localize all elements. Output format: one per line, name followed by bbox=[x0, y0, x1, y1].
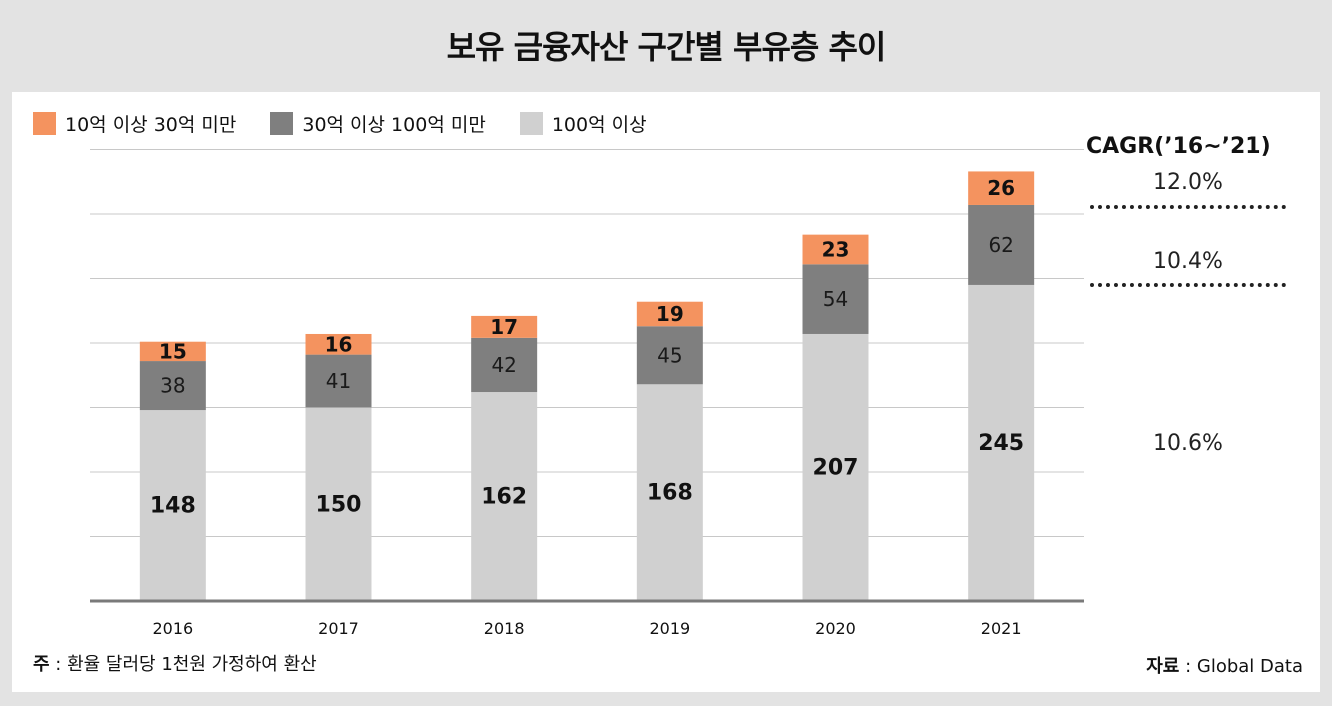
data-label: 45 bbox=[657, 343, 682, 367]
data-label: 54 bbox=[823, 287, 848, 311]
bar-segment bbox=[636, 301, 703, 327]
bar-segment bbox=[802, 234, 869, 265]
bar-segment bbox=[305, 333, 372, 355]
x-tick-label: 2016 bbox=[152, 619, 193, 638]
footnote: 주 : 환율 달러당 1천원 가정하여 환산 bbox=[33, 650, 317, 676]
bar-segment bbox=[471, 315, 538, 338]
x-tick-label: 2017 bbox=[318, 619, 359, 638]
bar-segment bbox=[968, 284, 1035, 601]
legend-swatch-small bbox=[33, 111, 56, 135]
data-label: 162 bbox=[481, 485, 527, 510]
x-tick-label: 2020 bbox=[815, 619, 856, 638]
bar-segment bbox=[636, 326, 703, 385]
data-label: 168 bbox=[647, 481, 693, 506]
source-label: 자료 bbox=[1146, 656, 1180, 677]
source-text: : Global Data bbox=[1179, 656, 1303, 677]
bar-segment bbox=[802, 264, 869, 334]
bar-segment bbox=[471, 392, 538, 601]
bar-segment bbox=[802, 333, 869, 601]
data-label: 62 bbox=[988, 233, 1013, 257]
cagr-value-large: 10.6% bbox=[1153, 431, 1223, 456]
bar-segment bbox=[139, 341, 206, 362]
data-label: 16 bbox=[325, 332, 353, 356]
bar-segment bbox=[636, 384, 703, 601]
data-label: 207 bbox=[813, 455, 859, 480]
data-label: 42 bbox=[491, 353, 516, 377]
legend-label-large: 100억 이상 bbox=[551, 113, 647, 136]
bar-segment bbox=[471, 337, 538, 393]
source-note: 자료 : Global Data bbox=[1146, 652, 1303, 678]
bar-segment bbox=[968, 204, 1035, 285]
data-label: 19 bbox=[656, 302, 684, 326]
data-label: 150 bbox=[316, 492, 362, 517]
data-label: 245 bbox=[978, 431, 1024, 456]
footnote-text: : 환율 달러당 1천원 가정하여 환산 bbox=[49, 654, 317, 675]
data-label: 23 bbox=[822, 237, 850, 261]
data-label: 15 bbox=[159, 339, 187, 363]
data-label: 148 bbox=[150, 494, 196, 519]
cagr-separator bbox=[1090, 205, 1286, 209]
bar-segment bbox=[305, 407, 372, 601]
x-tick-label: 2018 bbox=[484, 619, 525, 638]
data-label: 41 bbox=[326, 369, 351, 393]
cagr-value-mid: 10.4% bbox=[1153, 249, 1223, 274]
chart-title: 보유 금융자산 구간별 부유층 추이 bbox=[446, 28, 887, 66]
legend: 10억 이상 30억 미만 30억 이상 100억 미만 100억 이상 bbox=[33, 110, 681, 136]
legend-label-mid: 30억 이상 100억 미만 bbox=[302, 113, 486, 136]
data-label: 17 bbox=[490, 315, 518, 339]
x-tick-label: 2021 bbox=[981, 619, 1022, 638]
legend-swatch-large bbox=[519, 111, 543, 135]
bar-segment bbox=[305, 354, 372, 408]
legend-item-mid: 30억 이상 100억 미만 bbox=[270, 110, 486, 137]
bar-segment bbox=[139, 361, 206, 411]
cagr-value-small: 12.0% bbox=[1153, 170, 1223, 195]
x-tick-label: 2019 bbox=[649, 619, 690, 638]
cagr-title: CAGR(’16~’21) bbox=[1086, 134, 1271, 159]
bar-segment bbox=[968, 171, 1035, 205]
legend-item-small: 10억 이상 30억 미만 bbox=[33, 110, 236, 137]
legend-swatch-mid bbox=[270, 111, 294, 135]
cagr-separator bbox=[1090, 283, 1286, 287]
bar-segment bbox=[139, 410, 206, 601]
legend-item-large: 100억 이상 bbox=[519, 110, 647, 137]
legend-label-small: 10억 이상 30억 미만 bbox=[65, 113, 237, 136]
data-label: 38 bbox=[160, 374, 185, 398]
footnote-label: 주 bbox=[33, 654, 50, 675]
data-label: 26 bbox=[987, 176, 1015, 200]
